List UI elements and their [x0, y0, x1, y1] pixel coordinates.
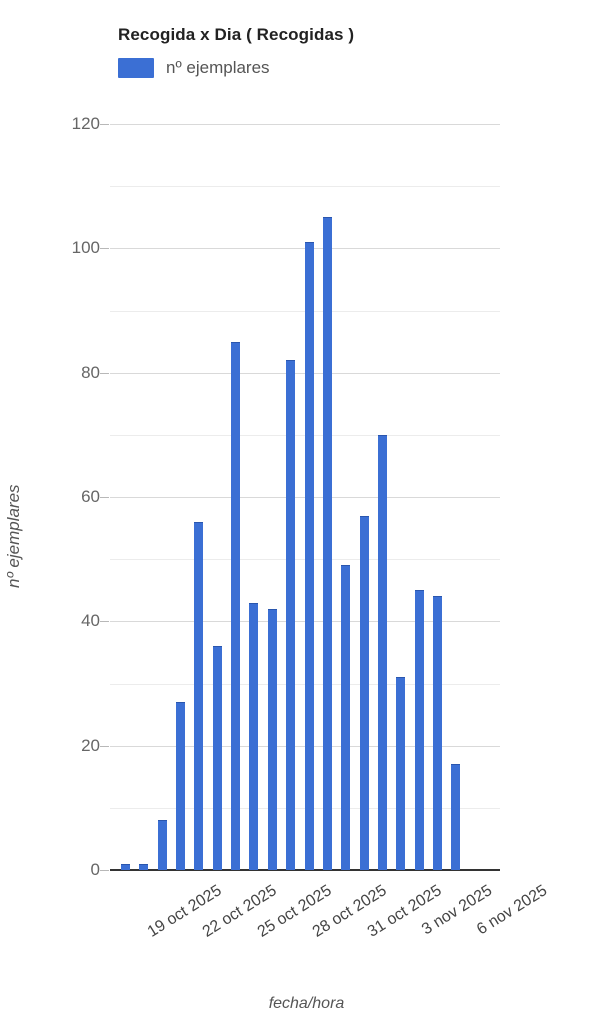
gridline-major	[110, 124, 500, 125]
x-axis-line	[110, 869, 500, 871]
bar[interactable]	[231, 341, 241, 870]
legend-label: nº ejemplares	[166, 58, 270, 77]
bar[interactable]	[377, 434, 387, 870]
bar[interactable]	[359, 515, 369, 870]
bar[interactable]	[121, 863, 130, 870]
chart-title: Recogida x Dia ( Recogidas )	[118, 25, 355, 44]
bar[interactable]	[249, 602, 259, 870]
bar[interactable]	[396, 677, 406, 870]
bar[interactable]	[304, 242, 314, 870]
legend-swatch-icon	[118, 58, 154, 78]
bar[interactable]	[157, 820, 167, 870]
bar[interactable]	[139, 863, 149, 870]
bar[interactable]	[286, 360, 296, 870]
gridline-minor	[110, 186, 500, 188]
bar[interactable]	[267, 608, 277, 870]
x-axis-title: fecha/hora	[268, 995, 345, 1012]
chart-legend: nº ejemplares	[118, 58, 270, 78]
bar[interactable]	[451, 764, 461, 870]
bar[interactable]	[194, 521, 204, 870]
bar[interactable]	[176, 702, 186, 870]
bar[interactable]	[212, 646, 222, 870]
bar[interactable]	[341, 565, 351, 870]
bar[interactable]	[414, 590, 424, 870]
plot-area	[110, 124, 500, 871]
bar[interactable]	[322, 217, 332, 870]
bar[interactable]	[432, 596, 442, 870]
bar-series	[110, 124, 500, 870]
